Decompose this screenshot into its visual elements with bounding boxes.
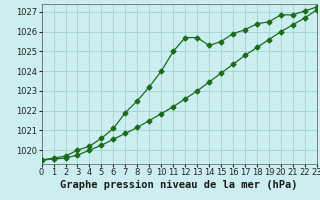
X-axis label: Graphe pression niveau de la mer (hPa): Graphe pression niveau de la mer (hPa) [60,180,298,190]
